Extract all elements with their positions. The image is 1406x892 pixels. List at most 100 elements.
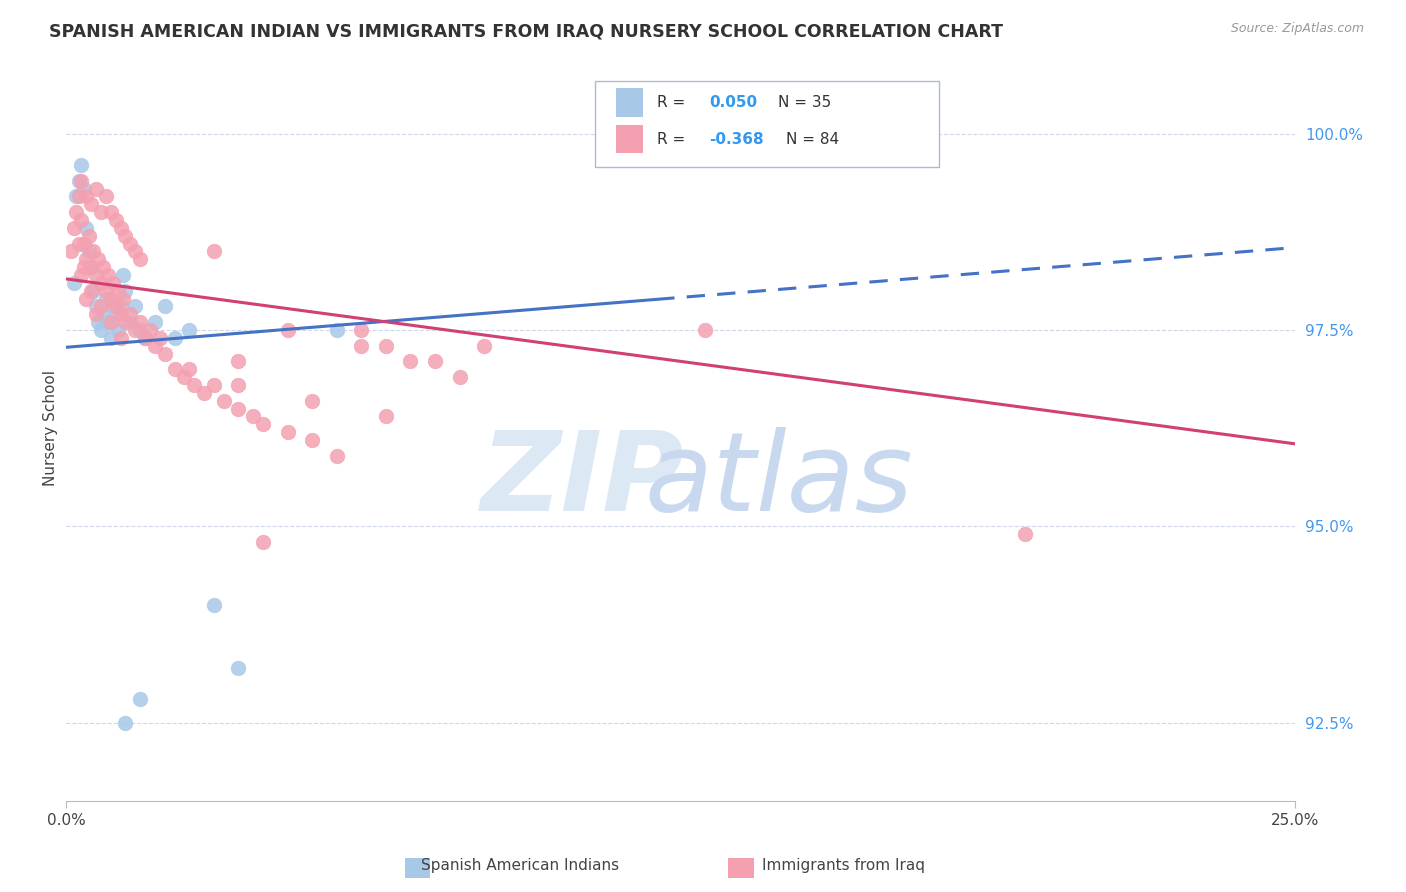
Point <box>80 197 103 211</box>
Point <box>472 339 495 353</box>
Point <box>212 393 235 408</box>
Point <box>124 300 146 314</box>
Point <box>326 323 349 337</box>
Point <box>82 244 104 259</box>
Text: Immigrants from Iraq: Immigrants from Iraq <box>762 858 925 872</box>
Point <box>72 260 94 275</box>
Point <box>77 244 100 259</box>
Point <box>110 220 132 235</box>
Text: Source: ZipAtlas.com: Source: ZipAtlas.com <box>1230 22 1364 36</box>
Point <box>124 323 146 337</box>
Point <box>129 323 152 337</box>
Point <box>114 315 136 329</box>
Point <box>228 378 250 392</box>
Point <box>70 213 93 227</box>
Text: ZIP: ZIP <box>481 427 685 533</box>
Point <box>63 220 86 235</box>
Point <box>63 276 86 290</box>
Point <box>301 433 323 447</box>
Text: 0.050: 0.050 <box>709 95 758 110</box>
Point <box>149 331 172 345</box>
Point <box>101 276 124 290</box>
Point <box>97 315 120 329</box>
Point <box>100 205 122 219</box>
Point <box>163 362 186 376</box>
FancyBboxPatch shape <box>616 125 643 153</box>
Point <box>84 300 107 314</box>
Point <box>252 417 274 432</box>
Point <box>87 252 110 267</box>
Point <box>277 323 299 337</box>
Point <box>94 284 117 298</box>
Point <box>228 401 250 416</box>
Point <box>77 228 100 243</box>
Point <box>84 307 107 321</box>
Point <box>100 331 122 345</box>
Point <box>91 260 114 275</box>
Point <box>120 236 142 251</box>
Point <box>129 315 152 329</box>
Point <box>134 331 156 345</box>
Point <box>65 205 87 219</box>
Y-axis label: Nursery School: Nursery School <box>44 370 58 486</box>
Point <box>134 331 156 345</box>
Point <box>75 292 97 306</box>
Point <box>84 181 107 195</box>
Text: N = 35: N = 35 <box>778 95 831 110</box>
Point <box>202 244 225 259</box>
Point <box>110 307 132 321</box>
Point <box>72 181 94 195</box>
Point <box>114 228 136 243</box>
Point <box>374 409 396 424</box>
Point <box>193 385 215 400</box>
Point <box>91 307 114 321</box>
Point <box>82 284 104 298</box>
Point <box>80 284 103 298</box>
Point <box>107 323 129 337</box>
Point <box>97 268 120 282</box>
Point <box>107 284 129 298</box>
Point <box>143 315 166 329</box>
Point <box>90 300 112 314</box>
Point <box>67 189 90 203</box>
Point <box>70 268 93 282</box>
Text: -0.368: -0.368 <box>709 132 763 147</box>
Text: R =: R = <box>658 95 690 110</box>
Bar <box>405 858 430 878</box>
Point <box>114 715 136 730</box>
Point <box>124 244 146 259</box>
Bar <box>728 858 754 878</box>
Point <box>67 174 90 188</box>
Point <box>72 236 94 251</box>
Point <box>449 370 471 384</box>
Point <box>90 276 112 290</box>
Point <box>104 300 127 314</box>
Point <box>695 323 717 337</box>
Point <box>90 205 112 219</box>
Point <box>163 331 186 345</box>
Point <box>110 300 132 314</box>
Point <box>301 393 323 408</box>
FancyBboxPatch shape <box>616 88 643 117</box>
Point <box>67 236 90 251</box>
Point <box>350 339 373 353</box>
Point <box>110 331 132 345</box>
Point <box>100 315 122 329</box>
Point <box>60 244 83 259</box>
Point <box>202 378 225 392</box>
FancyBboxPatch shape <box>595 81 939 167</box>
Point <box>326 449 349 463</box>
Text: N = 84: N = 84 <box>786 132 839 147</box>
Point <box>100 292 122 306</box>
Point <box>70 158 93 172</box>
Point <box>143 339 166 353</box>
Text: SPANISH AMERICAN INDIAN VS IMMIGRANTS FROM IRAQ NURSERY SCHOOL CORRELATION CHART: SPANISH AMERICAN INDIAN VS IMMIGRANTS FR… <box>49 22 1004 40</box>
Point <box>80 260 103 275</box>
Point <box>183 378 205 392</box>
Point <box>228 354 250 368</box>
Point <box>94 189 117 203</box>
Point <box>104 307 127 321</box>
Point <box>242 409 264 424</box>
Point <box>87 315 110 329</box>
Point <box>70 174 93 188</box>
